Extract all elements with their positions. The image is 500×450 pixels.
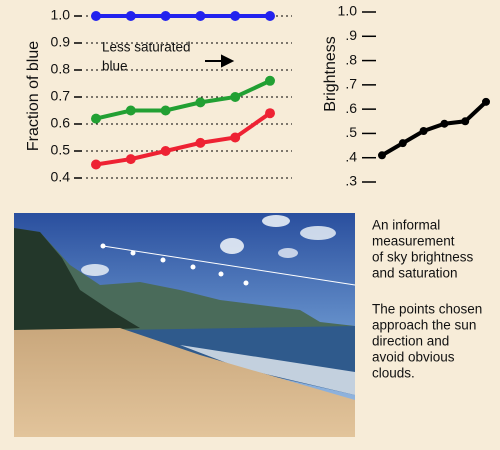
data-point	[160, 105, 171, 116]
y-tick-label: .9	[345, 27, 357, 43]
y-tick-label: 0.7	[51, 88, 71, 104]
data-point	[419, 127, 428, 135]
caption-line: of sky brightness	[372, 250, 474, 265]
y-tick-label: .3	[345, 173, 357, 189]
data-point	[398, 139, 407, 148]
data-point	[160, 146, 171, 156]
data-point	[91, 11, 101, 21]
data-point	[125, 154, 136, 165]
series-line	[380, 100, 488, 158]
data-point	[230, 92, 241, 102]
y-axis-label: Fraction of blue	[25, 41, 42, 151]
data-point	[482, 97, 490, 106]
data-point	[91, 113, 101, 124]
y-tick-label: 0.9	[51, 34, 71, 50]
annotation: blue	[102, 59, 128, 74]
y-tick-label: 1.0	[338, 3, 358, 19]
annotation-arrow	[205, 54, 235, 68]
y-tick-label: 1.0	[51, 7, 71, 23]
data-point	[230, 11, 241, 21]
series-line	[95, 78, 271, 121]
data-point	[378, 151, 386, 160]
series-line	[95, 111, 272, 167]
data-point	[160, 11, 171, 21]
caption-line: The points chosen	[372, 302, 482, 317]
caption-line: direction and	[372, 334, 449, 349]
y-tick-label: 0.6	[51, 115, 71, 131]
y-tick-label: .7	[345, 76, 357, 92]
y-axis-label: Brightness	[322, 36, 339, 112]
photo	[14, 213, 356, 437]
caption-line: An informal	[372, 218, 440, 233]
data-point	[195, 137, 206, 148]
caption-line: measurement	[372, 234, 455, 249]
caption-line: approach the sun	[372, 318, 476, 333]
data-point	[440, 119, 449, 128]
data-point	[265, 75, 275, 86]
caption-line: clouds.	[372, 366, 415, 381]
caption-line: and saturation	[372, 266, 458, 281]
data-point	[195, 11, 206, 21]
data-point	[230, 132, 241, 143]
y-tick-label: .4	[345, 148, 357, 164]
data-point	[461, 117, 470, 126]
y-tick-label: .8	[345, 51, 357, 67]
data-point	[91, 159, 101, 170]
y-tick-label: 0.8	[51, 61, 71, 77]
y-tick-label: .6	[345, 100, 357, 116]
y-tick-label: 0.4	[51, 169, 71, 185]
annotation: Less saturated	[102, 40, 191, 55]
caption-line: avoid obvious	[372, 350, 455, 365]
y-tick-label: .5	[345, 124, 357, 140]
data-point	[125, 11, 136, 21]
data-point	[265, 108, 275, 119]
data-point	[195, 97, 206, 108]
data-point	[125, 105, 136, 116]
data-point	[265, 11, 275, 21]
y-tick-label: 0.5	[51, 142, 71, 158]
